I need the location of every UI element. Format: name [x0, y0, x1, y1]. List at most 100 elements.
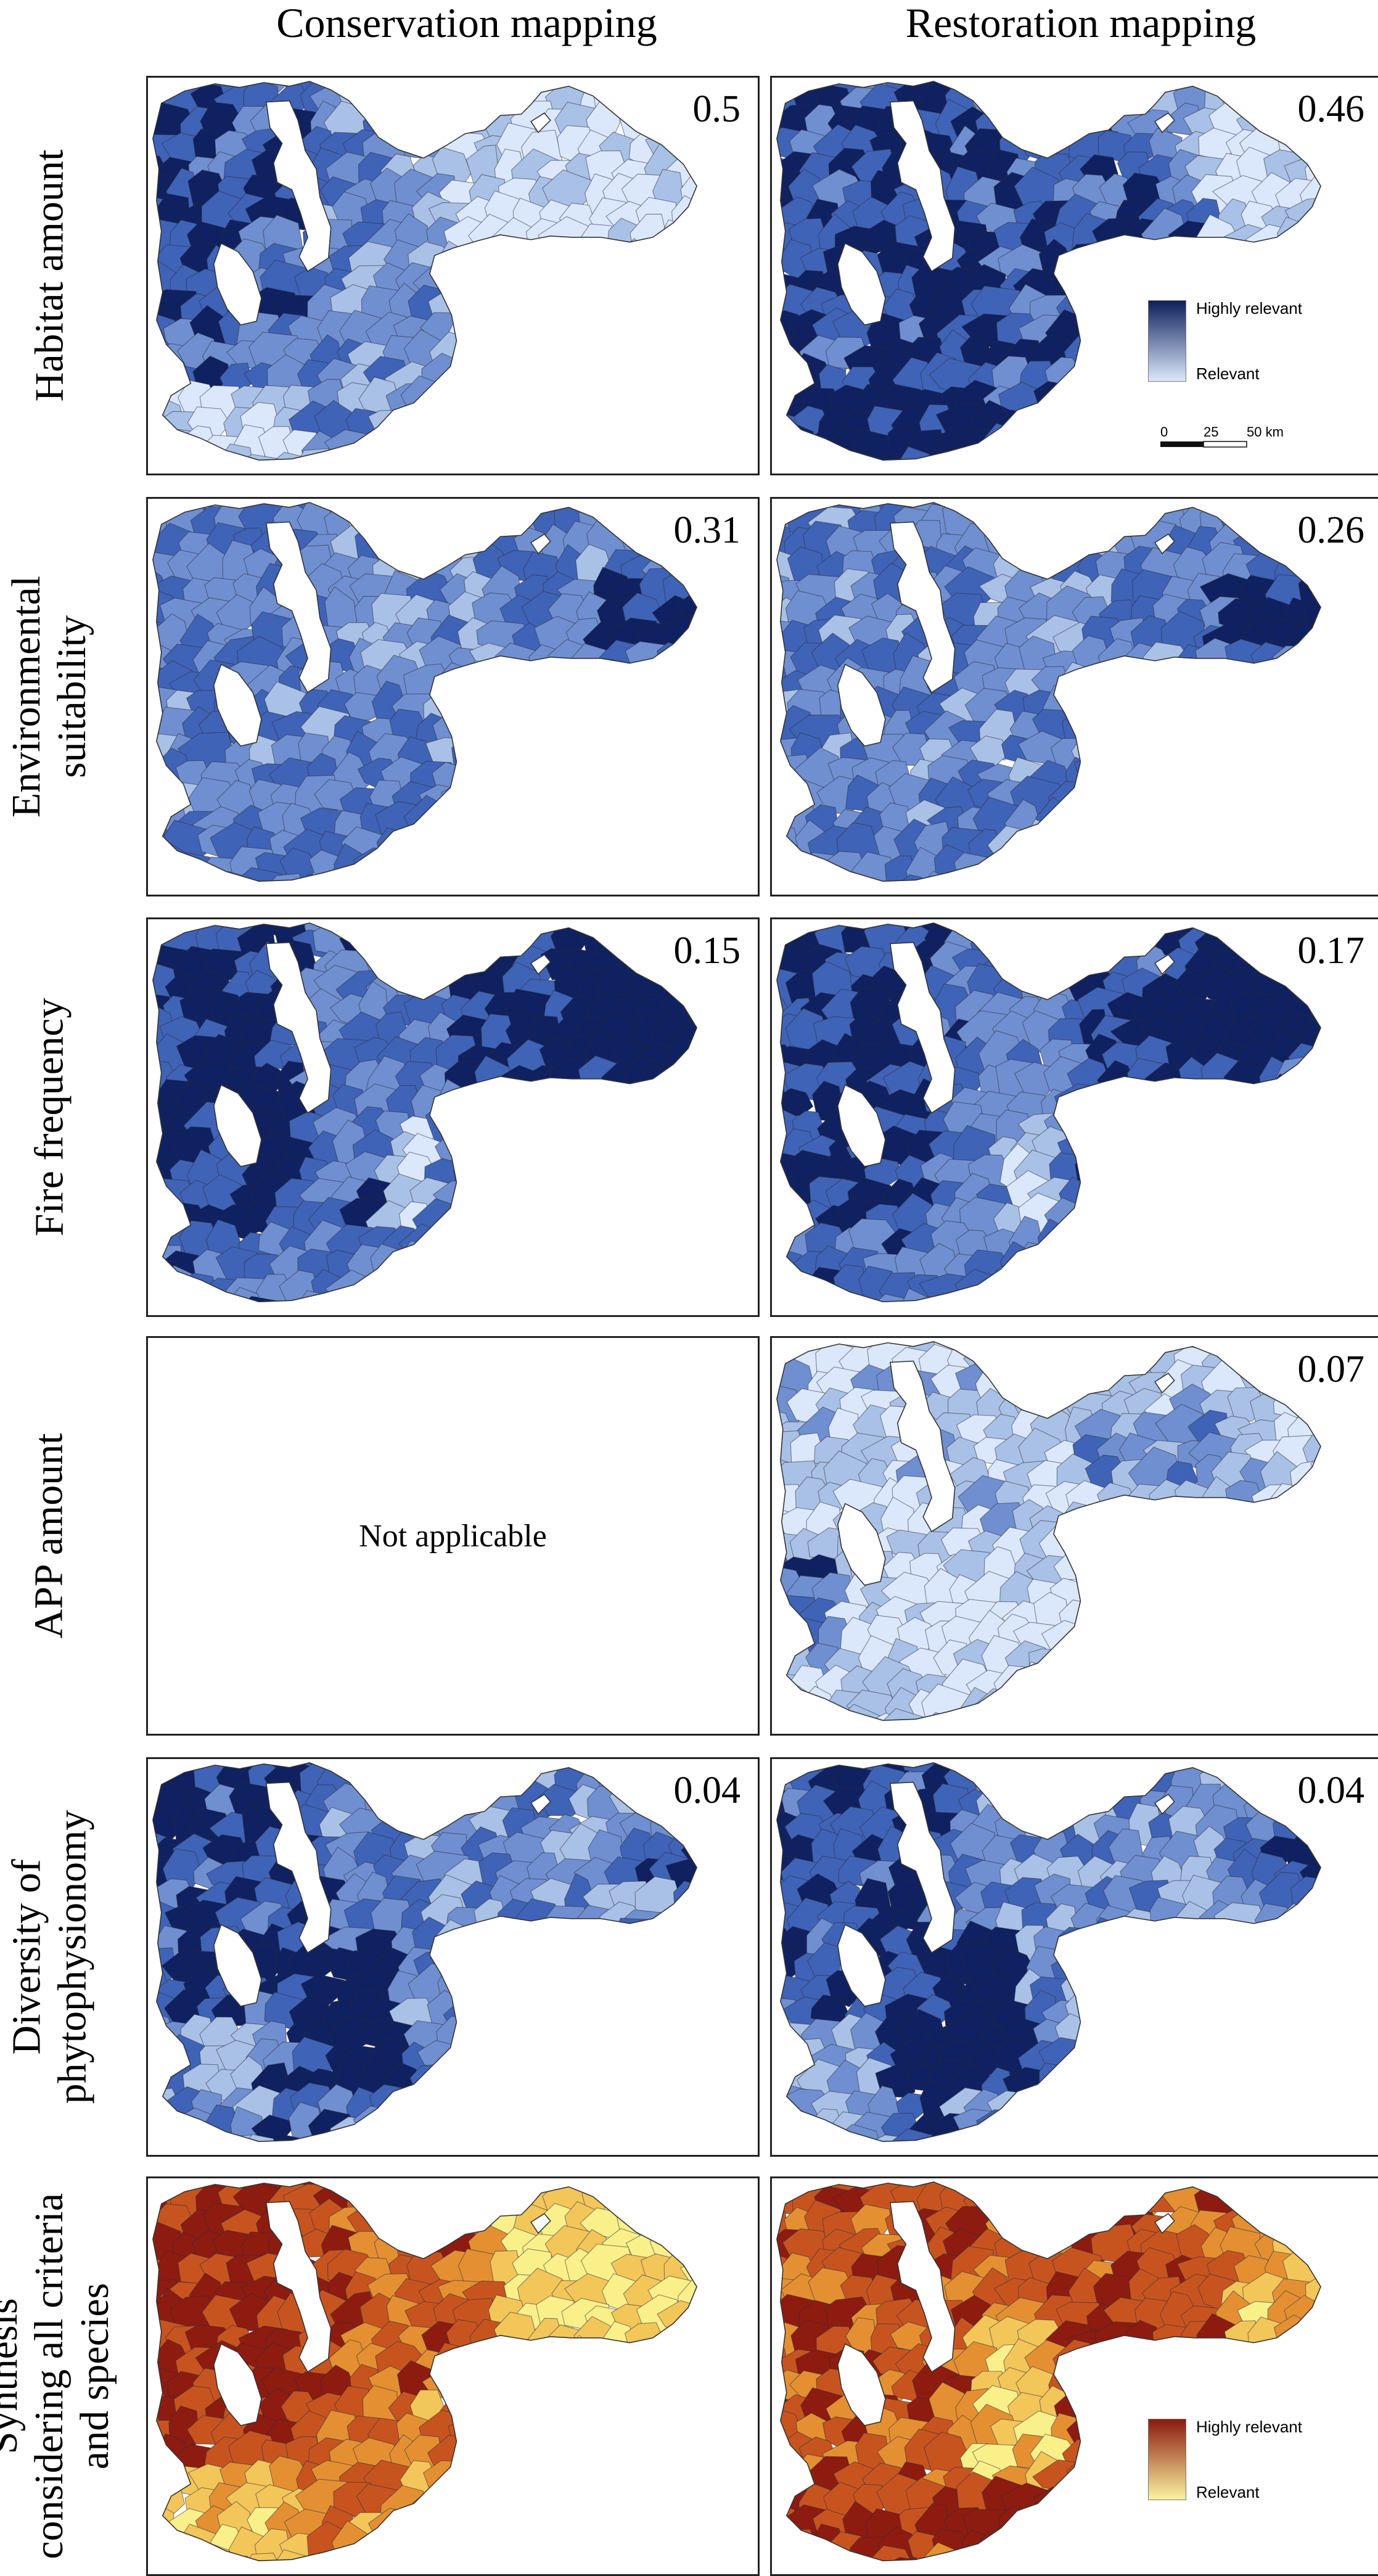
municipality-region	[1162, 1552, 1199, 1588]
municipality-region	[1148, 1717, 1193, 1734]
municipality-region	[1025, 530, 1077, 559]
municipality-region	[1253, 504, 1294, 535]
municipality-region	[1109, 708, 1162, 750]
municipality-region	[1355, 553, 1378, 582]
municipality-region	[1174, 686, 1210, 728]
municipality-region	[691, 2061, 737, 2096]
municipality-region	[772, 1732, 798, 1734]
municipality-region	[1072, 1669, 1111, 1701]
municipality-region	[465, 499, 501, 514]
criterion-weight: 0.31	[674, 509, 741, 552]
municipality-region	[1355, 824, 1378, 859]
municipality-region	[547, 2415, 586, 2455]
municipality-region	[713, 239, 758, 286]
municipality-region	[1232, 893, 1274, 895]
municipality-region	[776, 2117, 826, 2144]
municipality-region	[1212, 1595, 1252, 1633]
municipality-region	[596, 401, 647, 445]
municipality-region	[1220, 1157, 1259, 1188]
municipality-region	[1009, 889, 1045, 895]
municipality-region	[628, 1242, 674, 1295]
municipality-region	[609, 2438, 655, 2479]
municipality-region	[515, 2092, 565, 2120]
municipality-region	[1375, 573, 1378, 611]
municipality-region	[513, 721, 552, 747]
municipality-region	[779, 856, 819, 890]
municipality-region	[1096, 405, 1141, 439]
municipality-region	[1261, 1601, 1302, 1638]
municipality-region	[1351, 1575, 1378, 1605]
municipality-region	[712, 2152, 758, 2155]
municipality-region	[751, 1061, 758, 1098]
municipality-region	[1305, 1688, 1363, 1726]
municipality-region	[1258, 848, 1310, 888]
municipality-region	[1136, 762, 1176, 797]
municipality-region	[486, 1149, 548, 1200]
municipality-region	[485, 671, 523, 704]
municipality-region	[1326, 1952, 1373, 1982]
municipality-region	[1342, 379, 1378, 424]
municipality-region	[568, 2502, 611, 2540]
municipality-region	[505, 1178, 548, 1218]
municipality-region	[1013, 78, 1048, 94]
municipality-region	[726, 601, 758, 631]
municipality-region	[1345, 1127, 1378, 1173]
municipality-region	[979, 919, 1023, 945]
municipality-region	[1079, 1131, 1125, 1168]
municipality-region	[610, 1946, 641, 1991]
municipality-region	[444, 1252, 485, 1286]
municipality-region	[1373, 734, 1378, 775]
municipality-region	[1134, 2022, 1172, 2059]
municipality-region	[428, 1313, 472, 1315]
municipality-region	[1037, 1759, 1084, 1800]
municipality-region	[435, 2479, 477, 2524]
municipality-region	[1318, 1881, 1358, 1924]
municipality-region	[1046, 1643, 1100, 1680]
municipality-region	[1218, 78, 1258, 92]
municipality-region	[1292, 1191, 1348, 1240]
municipality-region	[671, 2061, 712, 2100]
municipality-region	[628, 1102, 670, 1142]
municipality-region	[1330, 613, 1378, 655]
municipality-region	[467, 2020, 502, 2057]
municipality-region	[687, 1953, 720, 1985]
municipality-region	[752, 925, 758, 958]
municipality-region	[1263, 2017, 1304, 2057]
municipality-region	[708, 761, 758, 797]
municipality-region	[404, 499, 459, 511]
municipality-region	[712, 2348, 758, 2382]
municipality-region	[398, 78, 449, 98]
municipality-region	[657, 827, 698, 867]
municipality-region	[1023, 1662, 1058, 1702]
municipality-region	[1308, 1105, 1344, 1143]
municipality-region	[564, 2336, 601, 2384]
municipality-region	[1183, 2059, 1228, 2104]
municipality-region	[1261, 343, 1302, 374]
municipality-region	[160, 2112, 192, 2143]
municipality-region	[388, 472, 425, 474]
criterion-weight: 0.04	[1298, 1769, 1365, 1813]
municipality-region	[744, 893, 758, 895]
municipality-region	[844, 1298, 880, 1315]
municipality-region	[548, 456, 593, 474]
municipality-region	[741, 673, 758, 705]
municipality-region	[557, 1242, 594, 1283]
municipality-region	[666, 2001, 727, 2030]
municipality-region	[728, 1291, 758, 1315]
municipality-region	[461, 1209, 520, 1236]
municipality-region	[1124, 1718, 1166, 1734]
municipality-region	[772, 1338, 792, 1353]
municipality-region	[1071, 1624, 1110, 1660]
municipality-region	[974, 872, 1006, 895]
municipality-region	[808, 1714, 855, 1734]
municipality-region	[1244, 1527, 1295, 1573]
municipality-region	[500, 2465, 536, 2491]
municipality-region	[418, 2187, 468, 2221]
municipality-region	[1350, 127, 1378, 163]
municipality-region	[1332, 1900, 1376, 1943]
municipality-region	[664, 290, 708, 329]
municipality-region	[626, 78, 665, 122]
municipality-region	[634, 1279, 681, 1308]
municipality-region	[1331, 1581, 1366, 1616]
municipality-region	[1251, 2127, 1289, 2155]
